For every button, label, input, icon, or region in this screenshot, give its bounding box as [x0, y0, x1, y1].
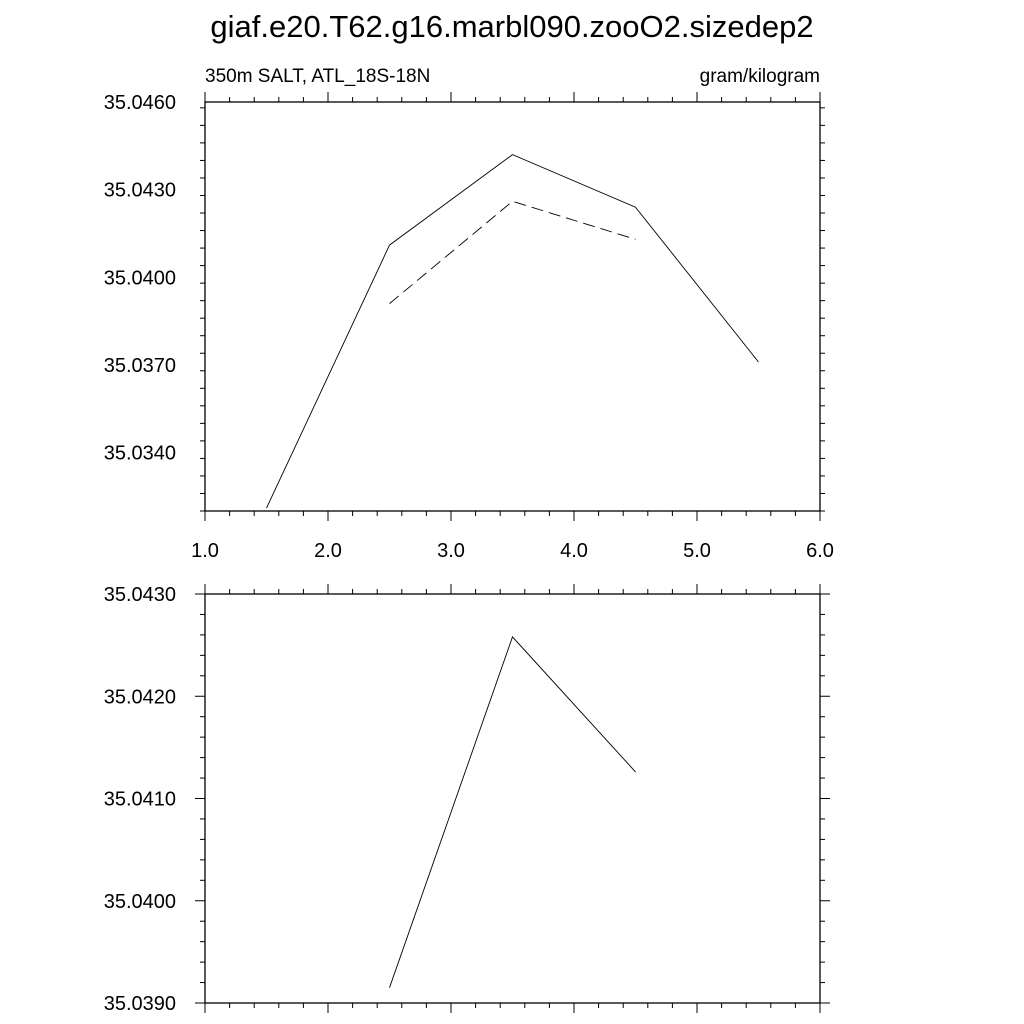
y-tick-label: 35.0410 — [104, 789, 176, 811]
bottom-panel-y-tick-labels: 35.0390 35.0400 35.0410 35.0420 35.0430 — [104, 584, 176, 1015]
series-line-0 — [389, 636, 636, 988]
y-tick-label: 35.0430 — [104, 584, 176, 606]
top-panel-right-label: gram/kilogram — [700, 66, 820, 87]
bottom-plot-frame — [204, 593, 821, 1004]
y-tick-label: 35.0400 — [104, 267, 176, 289]
y-tick-label: 35.0390 — [104, 993, 176, 1015]
bottom-panel: 35.0390 35.0400 35.0410 35.0420 35.0430 — [104, 584, 830, 1015]
top-panel-left-label: 350m SALT, ATL_18S-18N — [205, 66, 430, 87]
top-plot-frame — [204, 101, 821, 512]
y-tick-label: 35.0430 — [104, 180, 176, 202]
top-panel: 350m SALT, ATL_18S-18N gram/kilogram 35.… — [104, 66, 834, 562]
top-panel-series — [266, 154, 759, 509]
series-line-0 — [266, 154, 759, 509]
y-tick-label: 35.0340 — [104, 443, 176, 465]
y-tick-label: 35.0370 — [104, 355, 176, 377]
x-tick-label: 3.0 — [437, 540, 465, 562]
top-panel-x-tick-labels: 1.0 2.0 3.0 4.0 5.0 6.0 — [191, 540, 834, 562]
figure-title: giaf.e20.T62.g16.marbl090.zooO2.sizedep2 — [210, 9, 813, 44]
y-tick-label: 35.0400 — [104, 891, 176, 913]
x-tick-label: 2.0 — [314, 540, 342, 562]
x-tick-label: 5.0 — [683, 540, 711, 562]
x-tick-label: 6.0 — [806, 540, 834, 562]
top-panel-y-tick-labels: 35.0340 35.0370 35.0400 35.0430 35.0460 — [104, 92, 176, 465]
y-tick-label: 35.0420 — [104, 686, 176, 708]
series-line-1 — [389, 200, 636, 304]
y-tick-label: 35.0460 — [104, 92, 176, 114]
top-panel-ticks — [200, 92, 825, 521]
x-tick-label: 4.0 — [560, 540, 588, 562]
x-tick-label: 1.0 — [191, 540, 219, 562]
bottom-panel-series — [389, 636, 636, 988]
bottom-panel-ticks — [195, 584, 830, 1013]
